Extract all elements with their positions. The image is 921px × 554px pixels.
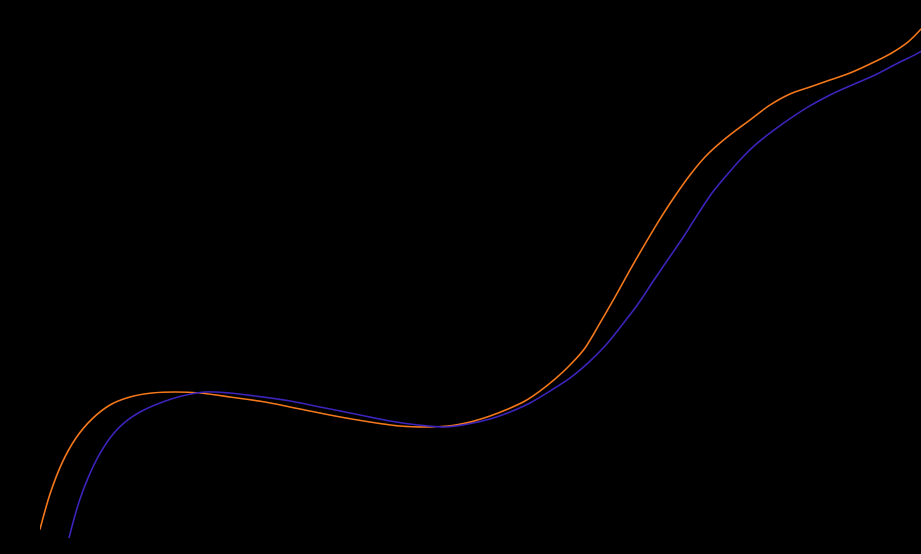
line-chart-canvas: [40, 16, 921, 538]
series-orange-line: [40, 27, 921, 530]
series-blue-line: [68, 50, 921, 538]
line-chart-svg: [40, 16, 921, 538]
